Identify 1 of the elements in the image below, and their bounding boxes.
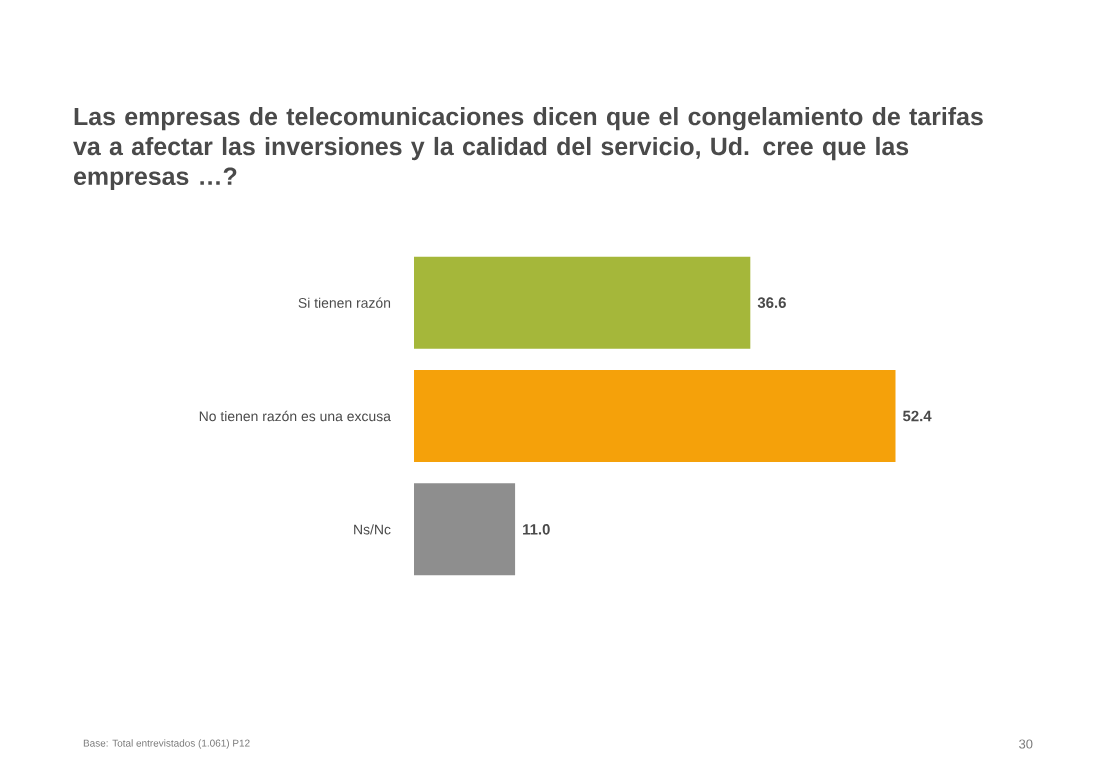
chart-title: Las empresas de telecomunicaciones dicen que el congelamiento de tarifas va a afectar las inversiones y la calidad del servicio, Ud. cree que las empresas …?	[73, 107, 983, 191]
